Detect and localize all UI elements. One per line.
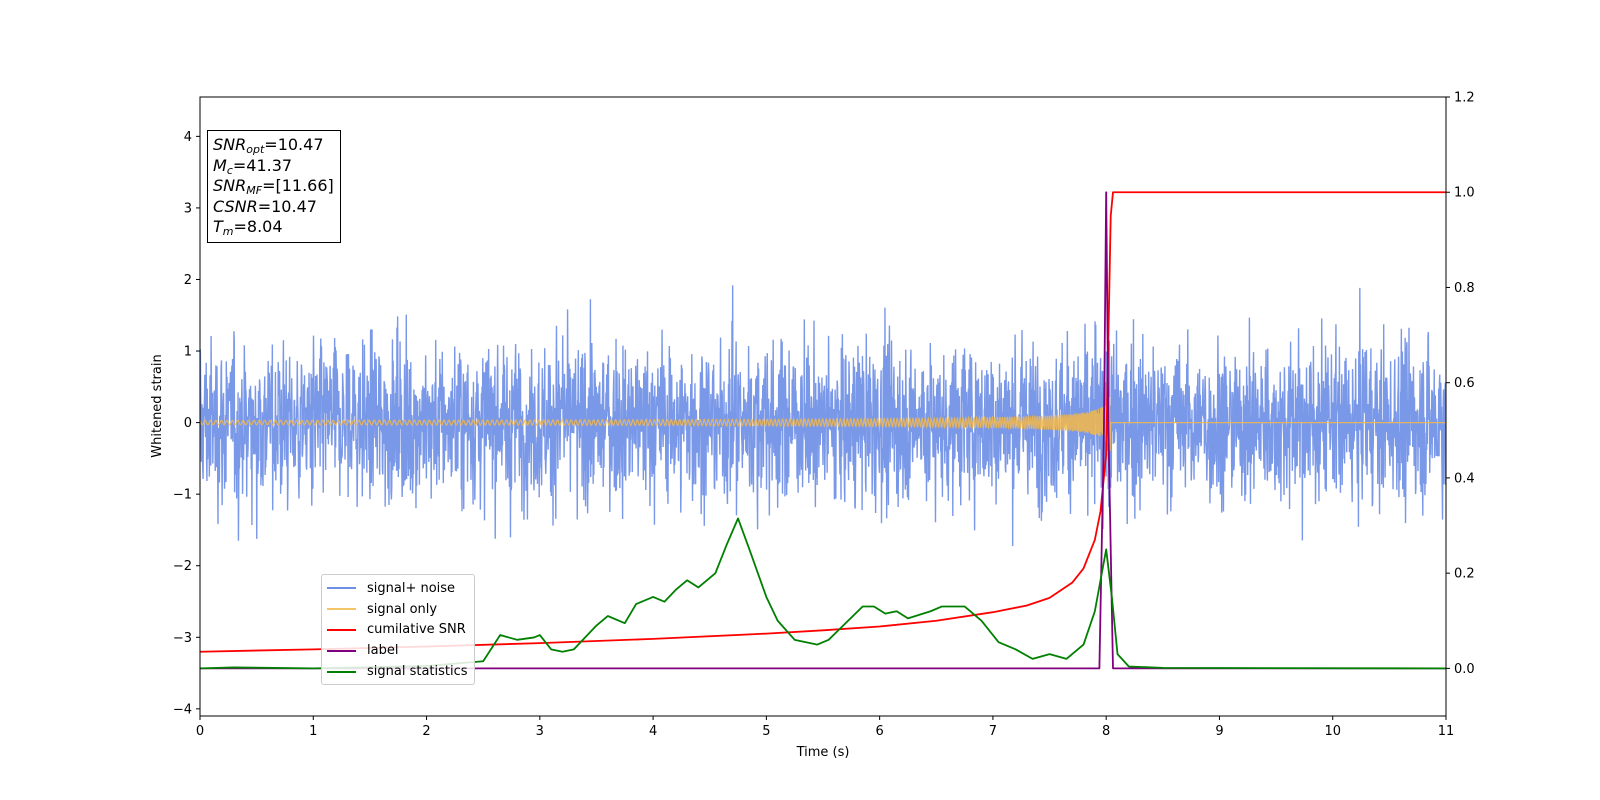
x-tick-label: 7 (989, 724, 997, 739)
y-tick-label: 4 (184, 130, 192, 145)
legend-item-signal-only: signal only (327, 599, 468, 620)
x-tick-label: 2 (422, 724, 430, 739)
x-tick-label: 11 (1438, 724, 1455, 739)
snr-opt-line: SNRopt=10.47 (213, 135, 324, 156)
y-tick-label: −2 (173, 559, 192, 574)
legend-item-signal-statistics: signal statistics (327, 661, 468, 682)
x-axis-title: Time (s) (796, 745, 850, 760)
y2-tick-label: 1.2 (1454, 91, 1475, 106)
y2-tick-label: 0.2 (1454, 567, 1475, 582)
y-tick-label: 0 (184, 416, 192, 431)
series-signal-noise-line (200, 285, 1446, 546)
tm-line: Tm=8.04 (213, 217, 283, 238)
y-axis-title: Whitened strain (150, 354, 165, 457)
snr-mf-line: SNRMF=[11.66] (213, 176, 334, 197)
y2-tick-label: 0.6 (1454, 376, 1475, 391)
legend-label: signal+ noise (367, 580, 456, 596)
y-tick-label: 3 (184, 201, 192, 216)
csnr-value: =10.47 (257, 196, 317, 216)
snr-mf-value: =[11.66] (262, 176, 334, 195)
parameter-info-box: SNRopt=10.47 Mc=41.37 SNRMF=[11.66] CSNR… (207, 130, 341, 243)
chart-legend: signal+ noise signal only cumilative SNR… (321, 574, 475, 685)
mc-line: Mc=41.37 (213, 155, 293, 177)
series-signal-only-line (200, 397, 1446, 451)
legend-swatch (327, 608, 356, 611)
legend-item-cumulative-snr: cumilative SNR (327, 620, 468, 641)
legend-label: label (367, 643, 399, 659)
y2-tick-label: 0.0 (1454, 662, 1475, 677)
y-tick-label: −1 (173, 488, 192, 503)
legend-item-signal-noise: signal+ noise (327, 578, 468, 599)
y-tick-label: 1 (184, 345, 192, 360)
legend-swatch (327, 670, 356, 673)
x-tick-label: 3 (536, 724, 544, 739)
y2-tick-label: 0.4 (1454, 471, 1475, 486)
plot-frame (199, 96, 1447, 717)
x-tick-label: 4 (649, 724, 657, 739)
legend-swatch (327, 649, 356, 652)
mc-value: =41.37 (232, 155, 293, 175)
x-tick-label: 10 (1324, 724, 1341, 739)
legend-label: signal only (367, 601, 438, 617)
series-signal-statistics-line (200, 517, 1446, 670)
legend-label: cumilative SNR (367, 622, 466, 638)
y-tick-label: 2 (184, 273, 192, 288)
legend-swatch (327, 628, 356, 631)
csnr-line: CSNR=10.47 (213, 196, 317, 216)
legend-label: signal statistics (367, 664, 468, 680)
series-label-line (200, 191, 1446, 670)
snr-opt-value: =10.47 (264, 135, 324, 154)
y-tick-label: −4 (173, 702, 192, 717)
y2-tick-label: 1.0 (1454, 186, 1475, 201)
legend-item-label: label (327, 640, 468, 661)
x-tick-label: 5 (762, 724, 770, 739)
x-tick-label: 1 (309, 724, 317, 739)
legend-swatch (327, 587, 356, 590)
tm-value: =8.04 (233, 217, 283, 236)
x-tick-label: 0 (196, 724, 204, 739)
x-tick-label: 8 (1102, 724, 1110, 739)
x-tick-label: 9 (1215, 724, 1223, 739)
y-tick-label: −3 (173, 631, 192, 646)
x-tick-label: 6 (875, 724, 883, 739)
y2-tick-label: 0.8 (1454, 281, 1475, 296)
